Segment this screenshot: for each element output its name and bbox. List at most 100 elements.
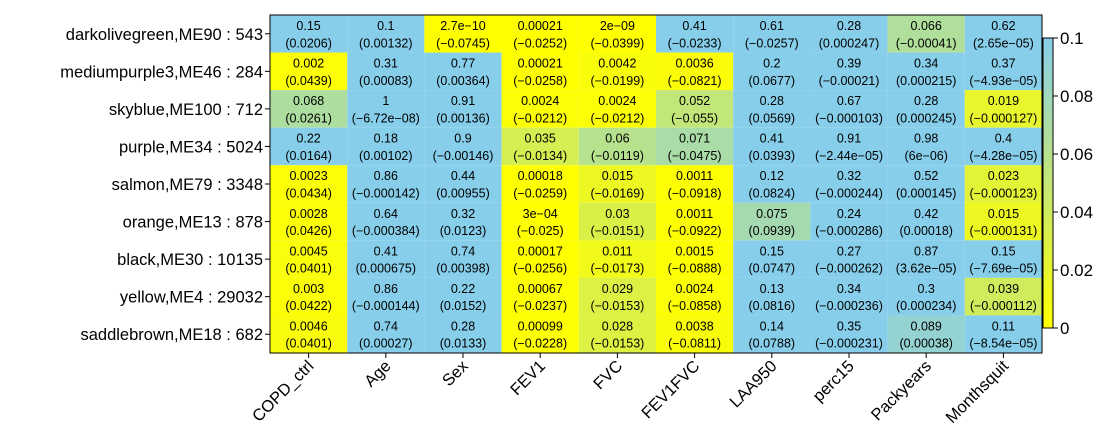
heatmap-cell (656, 277, 734, 316)
cell-coefficient-label: (−0.000262) (815, 262, 883, 276)
heatmap-cell (347, 202, 425, 241)
cell-pvalue-label: 0.15 (760, 244, 784, 258)
row-label: black,ME30 : 10135 (117, 251, 263, 269)
cell-pvalue-label: 0.22 (451, 282, 475, 296)
colorbar-tick-label: 0.06 (1060, 145, 1093, 164)
cell-coefficient-label: (0.0261) (285, 111, 332, 125)
cell-coefficient-label: (0.0133) (440, 337, 487, 351)
cell-coefficient-label: (−0.0237) (513, 299, 567, 313)
cell-pvalue-label: 0.91 (837, 132, 861, 146)
heatmap-cell (733, 202, 811, 241)
cell-coefficient-label: (−0.0858) (668, 299, 722, 313)
heatmap-cell (578, 127, 656, 166)
heatmap-cell (733, 315, 811, 353)
heatmap-cell (733, 52, 811, 91)
cell-coefficient-label: (6e−06) (904, 149, 947, 163)
cell-pvalue-label: 0.67 (837, 94, 861, 108)
cell-pvalue-label: 0.0042 (598, 57, 636, 71)
cell-coefficient-label: (−0.0199) (590, 74, 644, 88)
cell-coefficient-label: (−8.54e−05) (969, 337, 1037, 351)
cell-coefficient-label: (−0.000144) (352, 299, 420, 313)
heatmap-cell (733, 90, 811, 128)
cell-pvalue-label: 1 (382, 94, 389, 108)
cell-pvalue-label: 0.071 (679, 132, 710, 146)
cell-pvalue-label: 0.0024 (521, 94, 559, 108)
cell-coefficient-label: (−7.69e−05) (969, 262, 1037, 276)
cell-pvalue-label: 0.28 (837, 19, 861, 33)
column-label: Packyears (868, 357, 935, 424)
cell-pvalue-label: 0.91 (451, 94, 475, 108)
cell-pvalue-label: 0.0011 (676, 207, 713, 221)
cell-pvalue-label: 0.00067 (518, 282, 563, 296)
colorbar-tick-label: 0.1 (1060, 29, 1084, 48)
cell-coefficient-label: (−0.0256) (513, 262, 567, 276)
heatmap-cell (424, 52, 502, 91)
cell-coefficient-label: (−0.0811) (668, 337, 721, 351)
heatmap-cell (578, 15, 656, 53)
cell-coefficient-label: (−0.000142) (352, 187, 420, 201)
heatmap-cell (347, 127, 425, 166)
cell-coefficient-label: (−0.000127) (970, 111, 1038, 125)
cell-coefficient-label: (0.0747) (749, 262, 796, 276)
heatmap-cell (424, 15, 502, 53)
cell-coefficient-label: (0.000145) (896, 187, 956, 201)
heatmap-cell (733, 15, 811, 53)
cell-pvalue-label: 0.023 (988, 169, 1019, 183)
heatmap-cell (578, 90, 656, 128)
column-label: COPD_ctrl (249, 357, 317, 425)
row-label: purple,ME34 : 5024 (119, 138, 263, 156)
cell-pvalue-label: 0.035 (525, 132, 556, 146)
column-label: Age (361, 357, 394, 390)
heatmap-cell (347, 52, 425, 91)
heatmap-cell (501, 202, 579, 241)
cell-pvalue-label: 0.068 (293, 94, 324, 108)
heatmap-cell (270, 52, 348, 91)
heatmap-cell (501, 52, 579, 91)
cell-coefficient-label: (0.0206) (285, 36, 332, 50)
cell-coefficient-label: (0.000675) (356, 262, 416, 276)
cell-coefficient-label: (−0.0252) (513, 36, 567, 50)
heatmap-cell (656, 202, 734, 241)
heatmap-cell (501, 315, 579, 353)
cell-coefficient-label: (−0.000244) (815, 187, 883, 201)
cell-pvalue-label: 0.62 (991, 19, 1015, 33)
heatmap-cell (424, 240, 502, 278)
heatmap-cell (810, 202, 888, 241)
heatmap-cell (810, 240, 888, 278)
heatmap-cell (270, 240, 348, 278)
heatmap-cell (270, 127, 348, 166)
cell-pvalue-label: 0.98 (914, 132, 938, 146)
heatmap-cell (887, 90, 965, 128)
heatmap-cell (810, 277, 888, 316)
heatmap-cell (424, 315, 502, 353)
cell-pvalue-label: 0.0024 (598, 94, 636, 108)
cell-pvalue-label: 0.74 (451, 244, 475, 258)
cell-coefficient-label: (0.000234) (896, 299, 956, 313)
cell-coefficient-label: (−4.93e−05) (969, 74, 1037, 88)
cell-pvalue-label: 0.28 (451, 319, 475, 333)
heatmap-cell (578, 52, 656, 91)
cell-pvalue-label: 0.015 (602, 169, 633, 183)
cell-coefficient-label: (−0.00021) (819, 74, 880, 88)
cell-coefficient-label: (0.0152) (440, 299, 487, 313)
heatmap-cell (733, 165, 811, 203)
cell-pvalue-label: 3e−04 (523, 207, 558, 221)
heatmap-cell (347, 315, 425, 353)
cell-pvalue-label: 0.028 (602, 319, 633, 333)
cell-coefficient-label: (−0.0257) (745, 36, 799, 50)
cell-pvalue-label: 0.12 (760, 169, 784, 183)
heatmap-cell (964, 52, 1042, 91)
heatmap-cell (964, 240, 1042, 278)
heatmap-cell (810, 165, 888, 203)
cell-coefficient-label: (0.0824) (749, 187, 796, 201)
heatmap-cell (270, 202, 348, 241)
row-label: salmon,ME79 : 3348 (112, 176, 263, 194)
cell-pvalue-label: 0.0015 (675, 244, 713, 258)
cell-pvalue-label: 0.039 (988, 282, 1019, 296)
cell-pvalue-label: 0.029 (602, 282, 633, 296)
cell-pvalue-label: 0.0038 (675, 319, 713, 333)
cell-pvalue-label: 0.34 (914, 57, 938, 71)
cell-coefficient-label: (0.000247) (819, 36, 879, 50)
cell-coefficient-label: (0.00132) (359, 36, 413, 50)
cell-coefficient-label: (−0.000236) (815, 299, 883, 313)
